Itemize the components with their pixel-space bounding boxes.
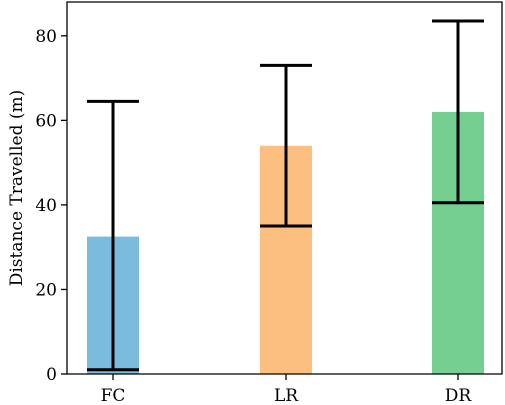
- y-tick-label: 0: [46, 365, 57, 385]
- y-tick-label: 40: [35, 196, 57, 216]
- axes-layer: [66, 1, 503, 375]
- y-axis-label: Distance Travelled (m): [7, 90, 27, 287]
- plot-frame: [66, 1, 503, 375]
- y-tick-label: 60: [35, 111, 57, 131]
- y-ticks: 0 20 40 60 80: [35, 27, 67, 385]
- y-tick-label: 80: [35, 27, 57, 47]
- error-bars-layer: [87, 19, 484, 372]
- x-tick-label: FC: [101, 386, 126, 405]
- x-tick-label: LR: [274, 386, 299, 405]
- y-tick-label: 20: [35, 280, 57, 300]
- x-tick-label: DR: [445, 386, 473, 405]
- x-ticks: FC LR DR: [101, 374, 473, 405]
